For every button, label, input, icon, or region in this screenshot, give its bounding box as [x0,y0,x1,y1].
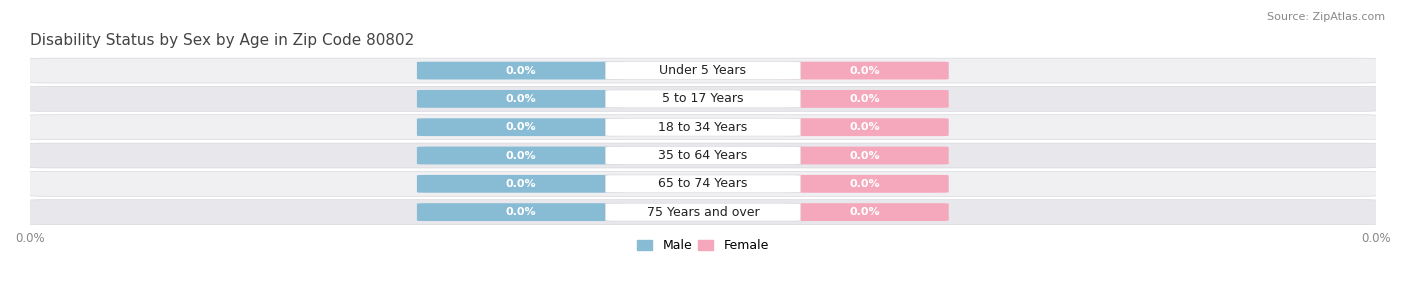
FancyBboxPatch shape [780,203,949,221]
FancyBboxPatch shape [780,147,949,164]
FancyBboxPatch shape [22,58,1384,83]
Text: 0.0%: 0.0% [506,122,537,132]
FancyBboxPatch shape [418,118,626,136]
FancyBboxPatch shape [780,62,949,80]
Text: 0.0%: 0.0% [506,66,537,76]
FancyBboxPatch shape [780,175,949,193]
Text: 0.0%: 0.0% [849,122,880,132]
Text: 0.0%: 0.0% [506,179,537,189]
FancyBboxPatch shape [606,62,800,80]
FancyBboxPatch shape [418,175,626,193]
FancyBboxPatch shape [606,147,800,164]
FancyBboxPatch shape [22,171,1384,196]
Text: 0.0%: 0.0% [849,207,880,217]
Text: 5 to 17 Years: 5 to 17 Years [662,92,744,106]
Legend: Male, Female: Male, Female [633,235,773,257]
Text: Under 5 Years: Under 5 Years [659,64,747,77]
FancyBboxPatch shape [606,175,800,193]
FancyBboxPatch shape [418,147,626,164]
Text: 0.0%: 0.0% [849,179,880,189]
FancyBboxPatch shape [22,115,1384,140]
Text: 0.0%: 0.0% [506,150,537,160]
Text: 0.0%: 0.0% [849,66,880,76]
FancyBboxPatch shape [418,90,626,108]
Text: 0.0%: 0.0% [849,94,880,104]
FancyBboxPatch shape [606,90,800,108]
Text: Source: ZipAtlas.com: Source: ZipAtlas.com [1267,12,1385,22]
FancyBboxPatch shape [606,118,800,136]
Text: 0.0%: 0.0% [506,94,537,104]
Text: Disability Status by Sex by Age in Zip Code 80802: Disability Status by Sex by Age in Zip C… [30,33,413,48]
Text: 75 Years and over: 75 Years and over [647,206,759,219]
FancyBboxPatch shape [780,118,949,136]
Text: 35 to 64 Years: 35 to 64 Years [658,149,748,162]
FancyBboxPatch shape [22,86,1384,111]
FancyBboxPatch shape [418,203,626,221]
Text: 65 to 74 Years: 65 to 74 Years [658,177,748,190]
FancyBboxPatch shape [418,62,626,80]
FancyBboxPatch shape [22,200,1384,224]
FancyBboxPatch shape [22,143,1384,168]
FancyBboxPatch shape [606,203,800,221]
Text: 0.0%: 0.0% [506,207,537,217]
FancyBboxPatch shape [780,90,949,108]
Text: 0.0%: 0.0% [849,150,880,160]
Text: 18 to 34 Years: 18 to 34 Years [658,121,748,134]
